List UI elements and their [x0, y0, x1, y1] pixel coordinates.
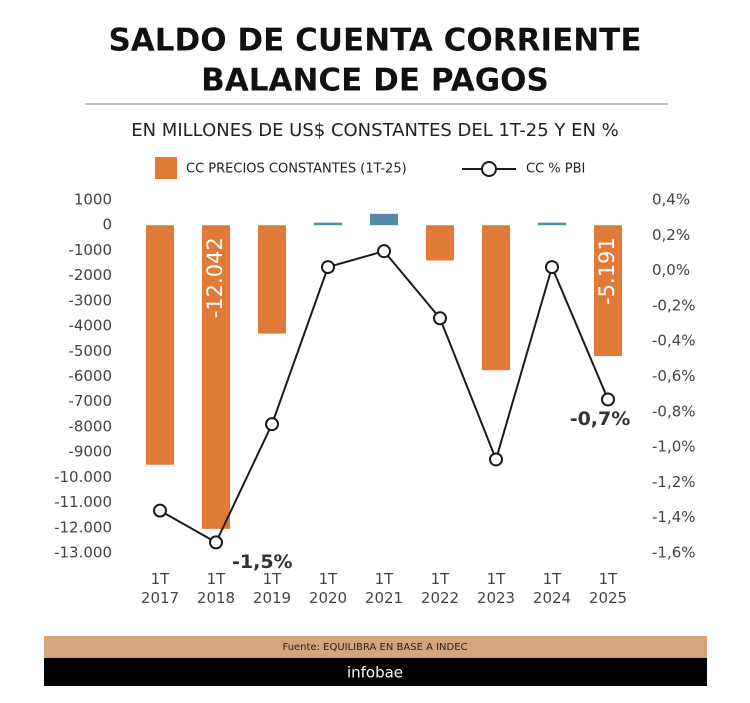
y-tick-label: -8000	[68, 417, 112, 435]
y2-tick-label: -0,2%	[652, 296, 696, 314]
line-marker	[601, 392, 615, 407]
y2-tick-label: -0,6%	[652, 367, 696, 385]
x-tick-label: 1T 2018	[196, 570, 236, 607]
x-tick-label: 1T 2025	[588, 570, 628, 607]
bar	[314, 222, 342, 226]
y2-tick-label: -1,6%	[652, 544, 696, 562]
line-marker	[209, 535, 223, 550]
y2-tick-label: 0,2%	[652, 226, 690, 244]
y2-tick-label: -0,4%	[652, 332, 696, 350]
y2-tick-label: 0,4%	[652, 191, 690, 209]
line-value-label: -0,7%	[570, 408, 631, 430]
source: Fuente: EQUILIBRA EN BASE A INDEC	[282, 642, 467, 653]
y2-tick-label: -1,4%	[652, 508, 696, 526]
line-marker	[321, 260, 335, 275]
bar-value-label: -5.191	[595, 237, 619, 305]
x-tick-label: 1T 2022	[420, 570, 460, 607]
line-marker	[545, 260, 559, 275]
x-tick-label: 1T 2017	[140, 570, 180, 607]
y-tick-label: 1000	[74, 191, 112, 209]
y-tick-label: -10.000	[54, 468, 112, 486]
bar	[370, 213, 398, 226]
brand: infobae	[347, 664, 403, 682]
bar	[426, 225, 454, 261]
y2-tick-label: 0,0%	[652, 261, 690, 279]
y2-tick-label: -1,2%	[652, 473, 696, 491]
bar	[202, 225, 230, 529]
line-marker	[489, 452, 503, 467]
line-marker	[433, 311, 447, 326]
y-tick-label: -3000	[68, 291, 112, 309]
y-tick-label: -9000	[68, 443, 112, 461]
source-bar	[44, 636, 707, 658]
y-tick-label: -13.000	[54, 544, 112, 562]
y-tick-label: -2000	[68, 266, 112, 284]
y-tick-label: -1000	[68, 241, 112, 259]
bar	[538, 222, 566, 226]
bar	[594, 225, 622, 357]
legend-swatch	[155, 157, 177, 179]
x-tick-label: 1T 2021	[364, 570, 404, 607]
line-marker	[265, 417, 279, 432]
y-tick-label: -7000	[68, 392, 112, 410]
line-value-label: -1,5%	[232, 551, 293, 573]
subtitle: EN MILLONES DE US$ CONSTANTES DEL 1T-25 …	[131, 120, 619, 141]
y-tick-label: -11.000	[54, 493, 112, 511]
x-tick-label: 1T 2024	[532, 570, 572, 607]
bar	[482, 225, 510, 371]
line-marker	[377, 244, 391, 259]
x-tick-label: 1T 2020	[308, 570, 348, 607]
y2-tick-label: -0,8%	[652, 402, 696, 420]
brand-bar	[44, 658, 707, 686]
y2-tick-label: -1,0%	[652, 438, 696, 456]
x-tick-label: 1T 2019	[252, 570, 292, 607]
y-tick-label: -12.000	[54, 518, 112, 536]
line-marker	[153, 503, 167, 518]
chart-title: BALANCE DE PAGOS	[201, 63, 549, 99]
y-tick-label: 0	[102, 216, 112, 234]
legend-label: CC PRECIOS CONSTANTES (1T-25)	[186, 162, 407, 177]
chart-title: SALDO DE CUENTA CORRIENTE	[108, 23, 641, 59]
x-tick-label: 1T 2023	[476, 570, 516, 607]
bar	[258, 225, 286, 334]
bar	[146, 225, 174, 465]
y-tick-label: -5000	[68, 342, 112, 360]
y-tick-label: -4000	[68, 317, 112, 335]
legend-marker	[481, 161, 497, 177]
bar-value-label: -12.042	[203, 237, 227, 318]
legend-label: CC % PBI	[526, 162, 585, 177]
y-tick-label: -6000	[68, 367, 112, 385]
